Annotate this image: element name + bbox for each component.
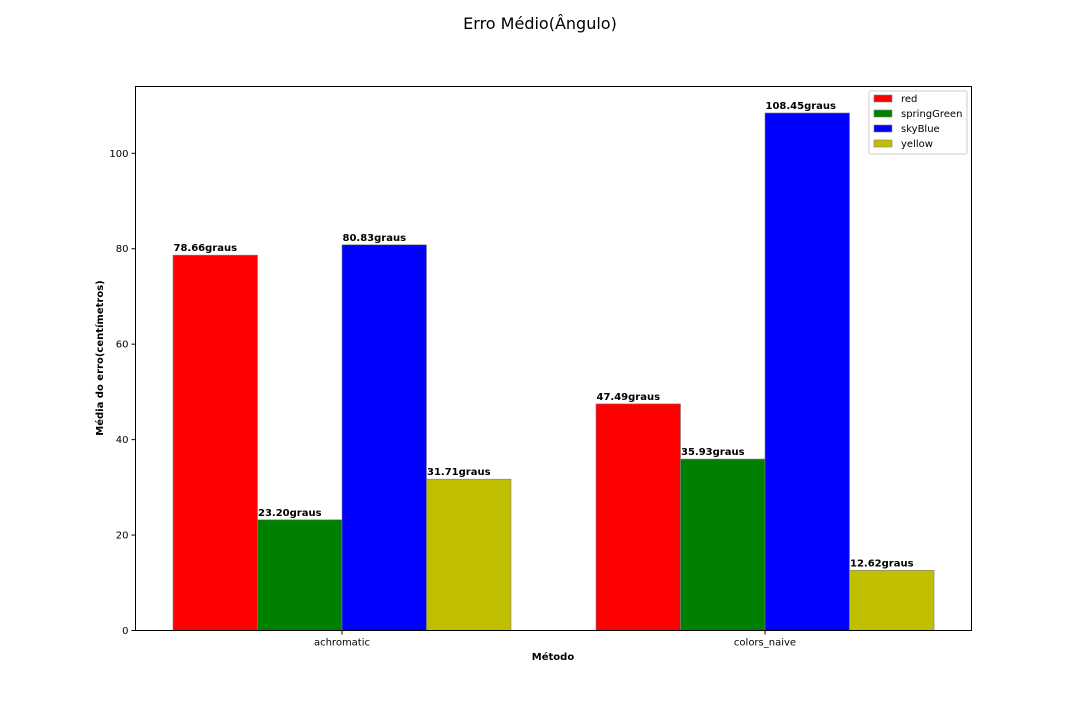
x-axis-label: Método bbox=[532, 651, 575, 663]
bar-springGreen-colors_naive bbox=[680, 458, 766, 631]
bar-red-colors_naive bbox=[595, 403, 681, 631]
y-tick-label-60: 60 bbox=[116, 340, 129, 351]
bar-label-springGreen-achromatic: 23.20graus bbox=[258, 508, 322, 519]
y-tick-label-0: 0 bbox=[122, 626, 128, 637]
x-axis: achromatic colors_naive bbox=[314, 630, 796, 649]
bars-group: 78.66graus 47.49graus 23.20graus 35.93graus… bbox=[172, 101, 935, 631]
bar-label-skyBlue-achromatic: 80.83graus bbox=[343, 233, 407, 244]
legend: red springGreen skyBlue yellow bbox=[868, 90, 968, 155]
legend-label-yellow: yellow bbox=[901, 139, 933, 150]
legend-label-skyBlue: skyBlue bbox=[901, 124, 940, 135]
legend-swatch-yellow bbox=[873, 139, 893, 148]
plot-frame bbox=[135, 86, 972, 631]
bar-yellow-achromatic bbox=[426, 478, 512, 631]
chart-title: Erro Médio(Ângulo) bbox=[463, 14, 617, 33]
legend-label-springGreen: springGreen bbox=[901, 109, 962, 120]
y-tick-label-80: 80 bbox=[116, 244, 129, 255]
bar-label-skyBlue-colors_naive: 108.45graus bbox=[766, 101, 837, 112]
bar-skyBlue-achromatic bbox=[341, 244, 427, 631]
bar-red-achromatic bbox=[172, 254, 258, 631]
y-axis: 0 20 40 60 80 100 bbox=[109, 149, 136, 637]
legend-box bbox=[868, 90, 968, 155]
y-tick-label-40: 40 bbox=[116, 435, 129, 446]
bar-yellow-colors_naive bbox=[849, 569, 935, 631]
y-tick-label-100: 100 bbox=[109, 149, 128, 160]
bar-label-red-colors_naive: 47.49graus bbox=[597, 392, 661, 403]
y-tick-label-20: 20 bbox=[116, 531, 129, 542]
bar-label-springGreen-colors_naive: 35.93graus bbox=[681, 447, 745, 458]
bar-skyBlue-colors_naive bbox=[764, 112, 850, 631]
x-tick-label-colors_naive: colors_naive bbox=[734, 638, 796, 649]
legend-label-red: red bbox=[901, 94, 917, 105]
bar-label-red-achromatic: 78.66graus bbox=[174, 243, 238, 254]
legend-swatch-springGreen bbox=[873, 109, 893, 118]
bar-label-yellow-colors_naive: 12.62graus bbox=[850, 558, 914, 569]
bar-label-yellow-achromatic: 31.71graus bbox=[427, 467, 491, 478]
y-axis-label: Média do erro(centímetros) bbox=[94, 280, 106, 436]
x-tick-label-achromatic: achromatic bbox=[314, 638, 370, 649]
legend-swatch-red bbox=[873, 94, 893, 103]
bar-springGreen-achromatic bbox=[257, 519, 343, 631]
legend-swatch-skyBlue bbox=[873, 124, 893, 133]
